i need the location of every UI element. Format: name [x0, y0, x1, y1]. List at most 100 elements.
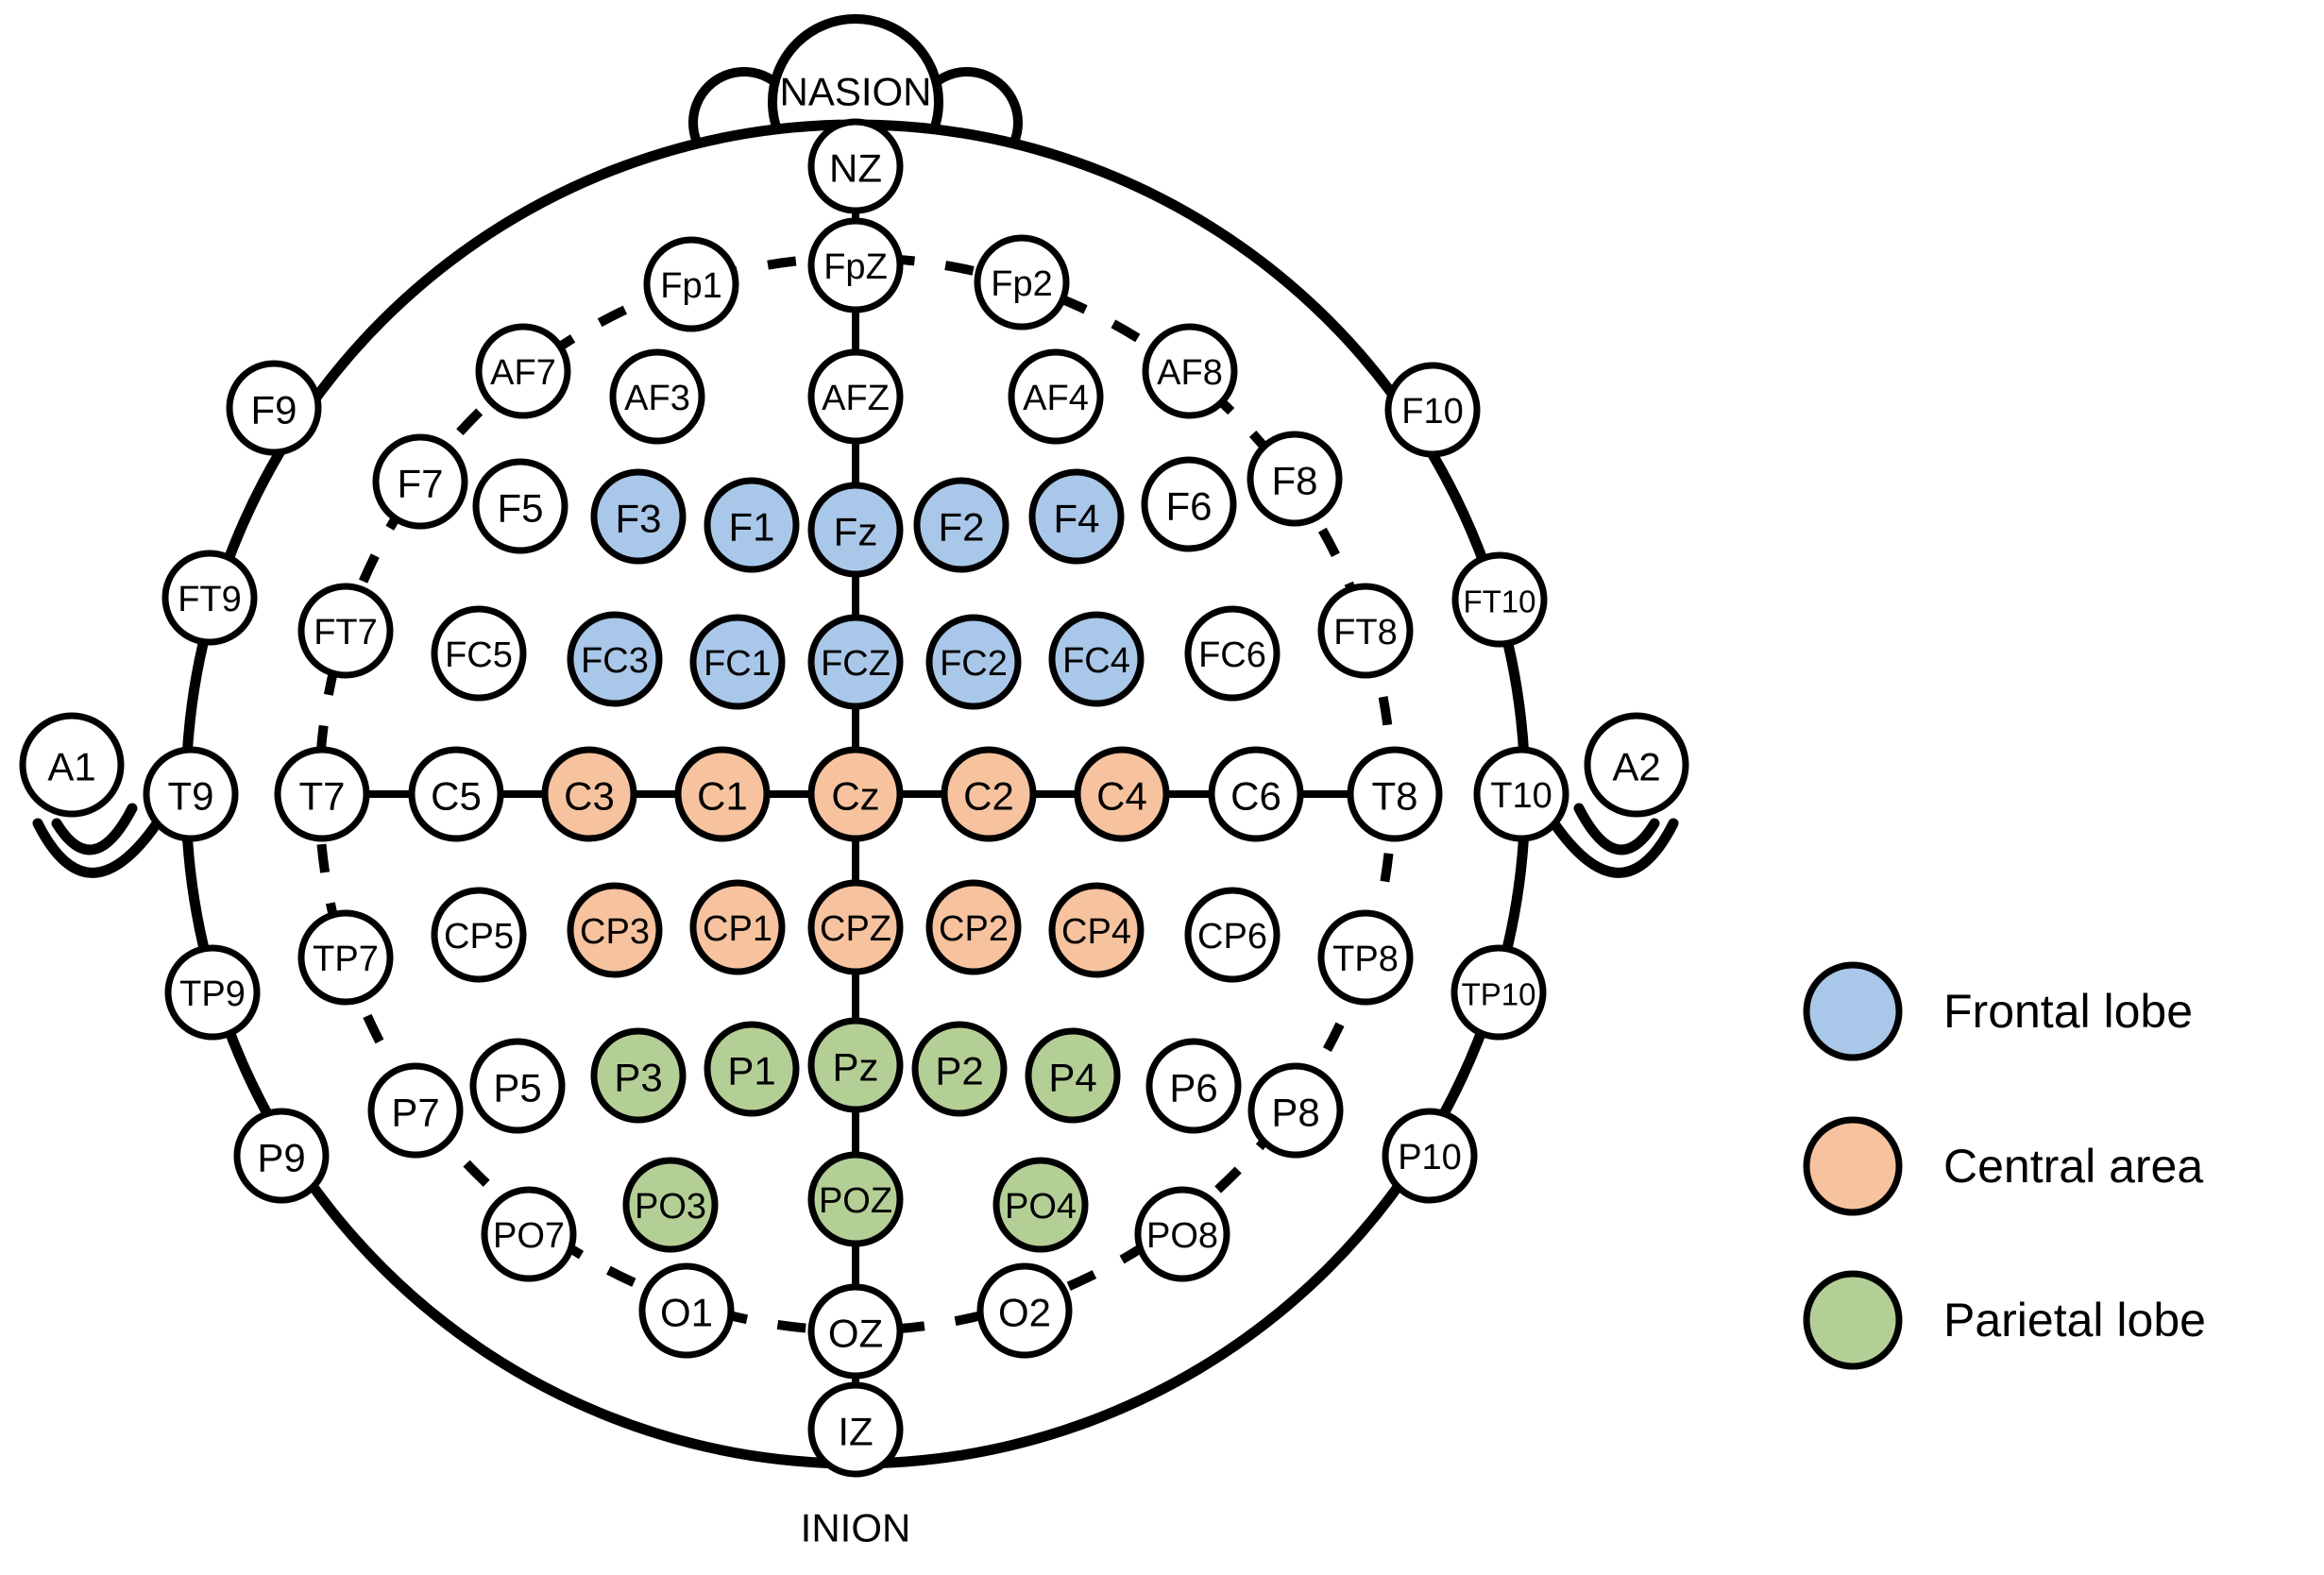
electrode-circle-PO7: [481, 1186, 577, 1282]
electrode-label-C1: C1: [697, 774, 748, 819]
left-ear-inner-arc: [51, 803, 138, 855]
electrode-TP7: TP7: [297, 909, 394, 1006]
electrode-circle-FC5: [431, 605, 527, 702]
electrode-label-P6: P6: [1169, 1066, 1217, 1110]
electrode-label-P4: P4: [1048, 1056, 1096, 1100]
electrode-circle-C2: [941, 746, 1037, 842]
electrode-CP6: CP6: [1184, 887, 1281, 983]
electrode-C2: C2: [941, 746, 1037, 842]
electrode-circle-FT8: [1317, 583, 1414, 679]
electrode-F3: F3: [590, 468, 687, 565]
electrode-FC5: FC5: [431, 605, 527, 702]
electrode-circle-Cz: [807, 746, 904, 842]
electrode-F4: F4: [1028, 468, 1125, 565]
electrode-label-F1: F1: [728, 505, 774, 550]
electrode-TP8: TP8: [1317, 909, 1414, 1006]
electrode-circle-C1: [674, 746, 771, 842]
electrode-P10: P10: [1382, 1108, 1478, 1204]
electrode-circle-CPZ: [807, 879, 904, 975]
electrode-label-CP2: CP2: [939, 909, 1009, 949]
electrode-circle-Fp1: [643, 236, 739, 332]
electrode-FT7: FT7: [297, 583, 394, 679]
electrode-label-CPZ: CPZ: [820, 909, 891, 949]
electrode-label-FC5: FC5: [445, 635, 513, 675]
electrode-AF8: AF8: [1142, 323, 1238, 419]
right-ear-icon: [1537, 801, 1679, 878]
electrode-label-C5: C5: [431, 774, 482, 819]
electrode-circle-CP5: [431, 887, 527, 983]
electrode-circle-OZ: [807, 1283, 904, 1380]
electrode-label-OZ: OZ: [828, 1312, 883, 1356]
electrode-circle-NZ: [807, 118, 904, 214]
electrode-label-PO4: PO4: [1005, 1187, 1077, 1227]
electrode-label-P7: P7: [391, 1091, 439, 1135]
electrode-circle-T8: [1347, 746, 1443, 842]
electrode-P2: P2: [911, 1021, 1008, 1117]
legend-label-central: Central area: [1943, 1140, 2203, 1193]
electrode-label-F7: F7: [397, 462, 443, 506]
electrode-circle-TP8: [1317, 909, 1414, 1006]
electrode-P8: P8: [1247, 1062, 1344, 1159]
electrode-label-T10: T10: [1490, 776, 1552, 816]
electrode-circle-P8: [1247, 1062, 1344, 1159]
electrode-circle-P7: [367, 1062, 464, 1159]
electrode-circle-P5: [469, 1038, 566, 1134]
electrode-circle-FpZ: [807, 217, 904, 313]
electrode-circle-POZ: [807, 1151, 904, 1247]
electrode-label-F5: F5: [497, 486, 543, 531]
electrode-circle-FC1: [689, 614, 786, 710]
electrode-label-P3: P3: [614, 1056, 662, 1100]
electrode-CP3: CP3: [567, 882, 663, 978]
electrode-circle-AF8: [1142, 323, 1238, 419]
electrode-F10: F10: [1384, 362, 1481, 458]
electrode-T7: T7: [274, 746, 370, 842]
electrode-Pz: Pz: [807, 1017, 904, 1113]
electrode-label-FC2: FC2: [940, 644, 1008, 684]
electrode-POZ: POZ: [807, 1151, 904, 1247]
electrode-label-F9: F9: [250, 388, 297, 432]
electrode-circle-F7: [372, 433, 468, 530]
electrode-NZ: NZ: [807, 118, 904, 214]
electrode-circle-FT7: [297, 583, 394, 679]
electrode-FC2: FC2: [925, 614, 1022, 710]
electrode-CP4: CP4: [1048, 882, 1145, 978]
electrode-label-P1: P1: [727, 1049, 775, 1093]
electrode-O2: O2: [976, 1262, 1073, 1359]
electrode-circle-F2: [913, 477, 1009, 573]
electrode-label-P2: P2: [935, 1049, 983, 1093]
electrode-label-FpZ: FpZ: [823, 247, 888, 287]
electrode-label-A1: A1: [47, 745, 95, 789]
electrode-label-FC6: FC6: [1198, 635, 1266, 675]
electrode-T10: T10: [1473, 746, 1569, 842]
electrode-circle-IZ: [807, 1381, 904, 1478]
electrode-FCZ: FCZ: [807, 614, 904, 710]
electrode-circle-CP6: [1184, 887, 1281, 983]
electrode-label-Fp1: Fp1: [660, 266, 721, 306]
electrode-label-O1: O1: [660, 1291, 713, 1335]
electrode-FC1: FC1: [689, 614, 786, 710]
electrode-circle-A1: [19, 712, 125, 818]
legend-swatch-parietal: [1803, 1270, 1903, 1370]
electrode-circle-FT9: [161, 550, 258, 646]
electrode-FC6: FC6: [1184, 605, 1281, 702]
electrode-FC3: FC3: [567, 611, 663, 707]
electrode-circle-CP2: [925, 879, 1022, 975]
electrode-label-O2: O2: [998, 1291, 1051, 1335]
electrode-CP2: CP2: [925, 879, 1022, 975]
electrode-label-AF8: AF8: [1157, 353, 1223, 393]
legend-swatch-central: [1803, 1116, 1903, 1216]
electrode-circle-F9: [226, 360, 322, 456]
electrode-circle-P3: [590, 1027, 687, 1124]
electrode-P9: P9: [233, 1108, 330, 1204]
left-ear-icon: [32, 801, 174, 878]
electrode-circle-PO3: [622, 1157, 719, 1253]
electrode-label-POZ: POZ: [819, 1181, 892, 1221]
electrode-label-FT10: FT10: [1463, 584, 1535, 619]
electrode-OZ: OZ: [807, 1283, 904, 1380]
electrode-label-TP8: TP8: [1332, 940, 1399, 979]
electrode-C4: C4: [1074, 746, 1170, 842]
electrode-circle-TP10: [1450, 944, 1547, 1041]
electrode-circle-C4: [1074, 746, 1170, 842]
electrode-label-T9: T9: [167, 774, 213, 819]
electrode-P4: P4: [1025, 1027, 1121, 1124]
